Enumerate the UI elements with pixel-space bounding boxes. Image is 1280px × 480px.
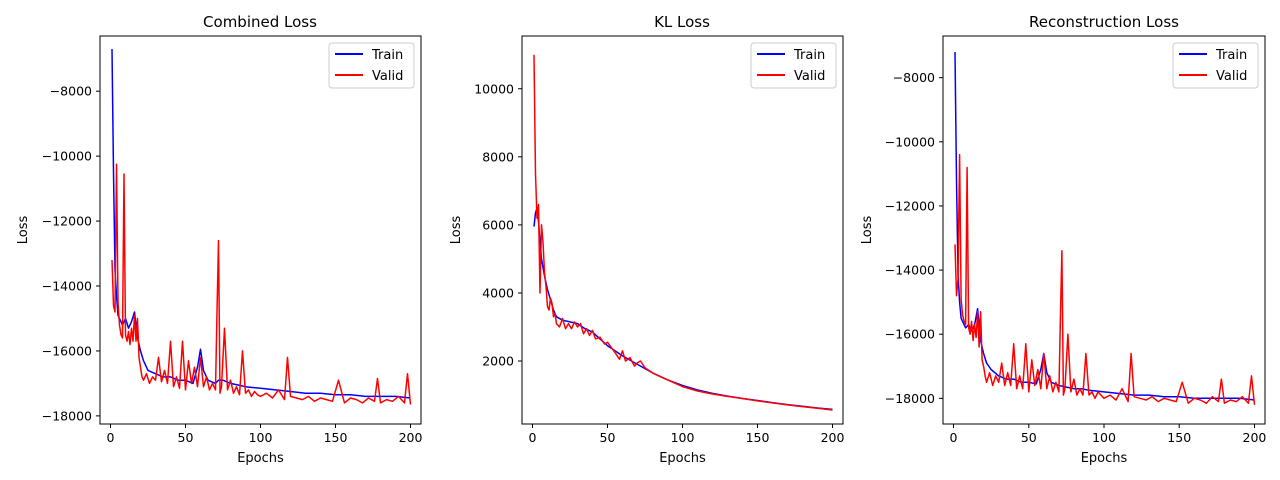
- plot-area: 0 50 100 150 200 2000 4000 6000 8000 10000: [474, 35, 845, 445]
- plot-area: 0 50 100 150 200 −18000 −16000 −14000 −12000 −100…: [42, 35, 423, 445]
- series-line-valid: [533, 54, 833, 411]
- x-axis-label: Epochs: [237, 451, 284, 466]
- x-tick-label: 150: [324, 430, 348, 445]
- x-tick-label: 100: [1092, 430, 1116, 445]
- legend-label-valid: Valid: [1216, 69, 1247, 84]
- y-tick-label: 8000: [482, 149, 514, 164]
- legend-label-valid: Valid: [794, 69, 825, 84]
- x-tick-label: 100: [249, 430, 273, 445]
- legend-label-train: Train: [371, 48, 403, 63]
- y-tick-label: −18000: [42, 408, 92, 423]
- x-tick-label: 50: [1021, 430, 1037, 445]
- x-tick-label: 200: [1243, 430, 1267, 445]
- panel-combined-loss: Combined Loss 0 50 100 150 200 −18000 −16000 −1…: [16, 13, 422, 466]
- x-tick-label: 150: [746, 430, 770, 445]
- x-tick-label: 0: [529, 430, 537, 445]
- y-tick-label: −8000: [50, 84, 92, 99]
- x-axis-label: Epochs: [1081, 451, 1128, 466]
- legend-label-train: Train: [793, 48, 825, 63]
- y-tick-label: 10000: [474, 81, 514, 96]
- legend: Train Valid: [328, 42, 415, 89]
- y-tick-label: −12000: [885, 198, 935, 213]
- y-tick-label: −14000: [42, 279, 92, 294]
- x-tick-label: 100: [671, 430, 695, 445]
- x-axis-label: Epochs: [659, 451, 706, 466]
- x-tick-label: 200: [399, 430, 423, 445]
- x-tick-label: 0: [107, 430, 115, 445]
- legend: Train Valid: [1172, 42, 1259, 89]
- y-axis-label: Loss: [860, 216, 875, 245]
- y-tick-label: 4000: [482, 285, 514, 300]
- chart-title: Combined Loss: [203, 13, 317, 31]
- series-line-valid: [111, 163, 412, 405]
- panel-kl-loss: KL Loss 0 50 100 150 200 2000 4000 6000 8000 1000…: [449, 13, 844, 466]
- y-tick-label: −8000: [893, 70, 935, 85]
- x-tick-label: 0: [950, 430, 958, 445]
- y-tick-label: −16000: [885, 327, 935, 342]
- x-tick-label: 150: [1167, 430, 1191, 445]
- x-tick-label: 200: [821, 430, 845, 445]
- series-line-train: [954, 51, 1255, 401]
- y-tick-label: 6000: [482, 217, 514, 232]
- y-tick-label: −12000: [42, 214, 92, 229]
- legend-label-train: Train: [1215, 48, 1247, 63]
- chart-title: Reconstruction Loss: [1029, 13, 1179, 31]
- y-axis-label: Loss: [16, 216, 31, 245]
- legend-label-valid: Valid: [372, 69, 403, 84]
- y-tick-label: −14000: [885, 263, 935, 278]
- y-tick-label: 2000: [482, 354, 514, 369]
- panel-reconstruction-loss: Reconstruction Loss 0 50 100 150 200 −18000 −1…: [860, 13, 1266, 466]
- plot-area: 0 50 100 150 200 −18000 −16000 −14000 −12000 −100…: [885, 35, 1267, 445]
- series-line-valid: [954, 153, 1256, 405]
- y-tick-label: −10000: [42, 149, 92, 164]
- legend: Train Valid: [750, 42, 837, 89]
- y-tick-label: −18000: [885, 391, 935, 406]
- y-tick-label: −10000: [885, 134, 935, 149]
- y-tick-label: −16000: [42, 343, 92, 358]
- x-tick-label: 50: [178, 430, 194, 445]
- y-axis-label: Loss: [449, 216, 464, 245]
- x-tick-label: 50: [600, 430, 616, 445]
- chart-title: KL Loss: [654, 13, 710, 31]
